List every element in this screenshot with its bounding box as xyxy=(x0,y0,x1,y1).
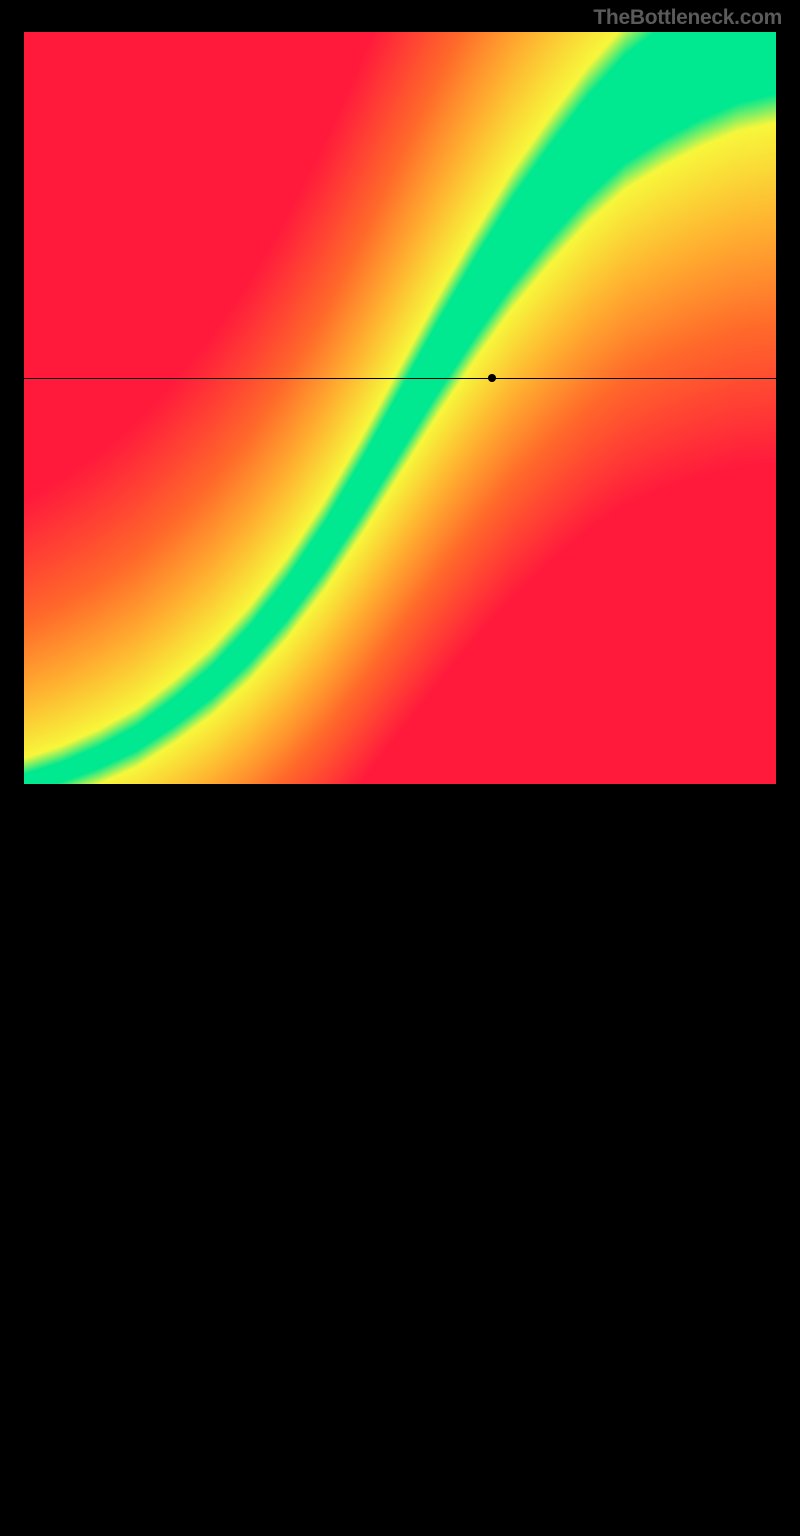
crosshair-vertical xyxy=(492,784,493,1536)
heatmap-canvas xyxy=(24,32,776,784)
watermark-text: TheBottleneck.com xyxy=(593,6,782,30)
crosshair-horizontal xyxy=(24,378,776,379)
crosshair-marker xyxy=(488,374,496,382)
bottleneck-heatmap xyxy=(24,32,776,784)
